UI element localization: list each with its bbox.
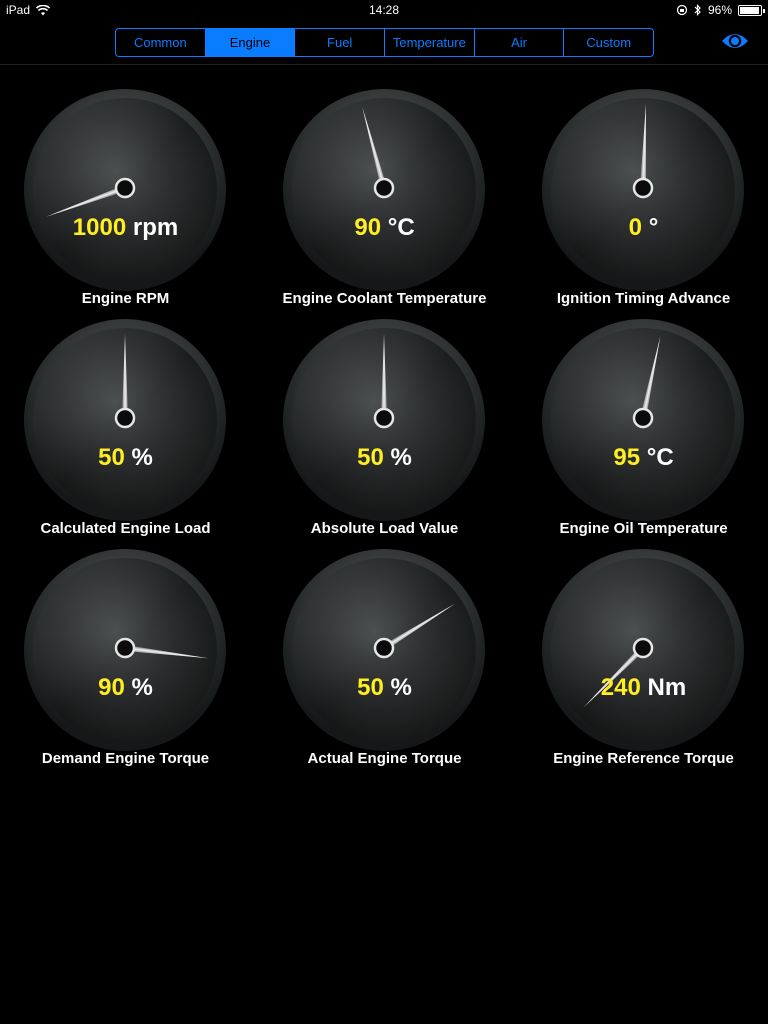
- gauge-unit: %: [131, 444, 153, 471]
- toolbar: Common Engine Fuel Temperature Air Custom: [0, 20, 768, 65]
- gauge-label: Engine Reference Torque: [553, 750, 734, 767]
- gauge-hub: [632, 637, 654, 659]
- gauge-unit: Nm: [647, 674, 687, 701]
- gauge-needle: [381, 334, 387, 418]
- tab-fuel[interactable]: Fuel: [295, 29, 386, 56]
- gauge-dial: [24, 549, 226, 751]
- gauge-unit: rpm: [132, 214, 179, 241]
- gauge-needle: [46, 185, 127, 217]
- gauge-unit: °C: [387, 214, 415, 241]
- gauge-number: 90: [354, 214, 382, 241]
- gauge-value: 1000 rpm: [0, 214, 255, 242]
- gauge-label: Engine RPM: [81, 290, 170, 307]
- gauge-value: 50 %: [0, 444, 255, 472]
- gauge-dial: [24, 89, 226, 291]
- gauge-needle: [362, 106, 387, 189]
- gauge-needle: [583, 645, 646, 708]
- battery-percent: 96%: [707, 3, 732, 17]
- gauge-calculated-engine-load[interactable]: 50 % Calculated Engine Load: [0, 316, 255, 546]
- gauge-dial: [24, 319, 226, 521]
- status-right: 96%: [676, 3, 765, 17]
- battery-icon: [738, 4, 765, 16]
- bluetooth-icon: [694, 4, 701, 16]
- gauge-needle: [124, 645, 209, 659]
- tab-engine[interactable]: Engine: [205, 29, 296, 56]
- gauge-hub: [114, 177, 136, 199]
- gauge-number: 95: [613, 444, 641, 471]
- gauge-unit: %: [390, 444, 412, 471]
- status-bar: iPad 14:28 96%: [0, 0, 768, 20]
- category-tabs: Common Engine Fuel Temperature Air Custom: [115, 28, 654, 57]
- gauge-dial: [542, 319, 744, 521]
- gauge-hub: [632, 177, 654, 199]
- gauge-value: 0 °: [514, 214, 768, 242]
- wifi-icon: [36, 4, 51, 15]
- gauge-needle: [382, 603, 456, 651]
- device-name: iPad: [6, 3, 31, 17]
- gauge-value: 90 °C: [255, 214, 514, 242]
- gauge-hub: [114, 407, 136, 429]
- gauge-hub: [373, 637, 395, 659]
- gauge-unit: %: [131, 674, 153, 701]
- gauge-engine-rpm[interactable]: 1000 rpm Engine RPM: [0, 86, 255, 316]
- gauge-dial: [283, 89, 485, 291]
- gauge-demand-engine-torque[interactable]: 90 % Demand Engine Torque: [0, 546, 255, 776]
- gauge-unit: °: [648, 214, 659, 241]
- gauge-value: 240 Nm: [514, 674, 768, 702]
- gauge-needle: [640, 104, 646, 189]
- gauge-engine-reference-torque[interactable]: 240 Nm Engine Reference Torque: [514, 546, 768, 776]
- battery-level: [740, 6, 760, 14]
- eye-icon[interactable]: [720, 29, 750, 53]
- gauge-hub: [632, 407, 654, 429]
- rotation-lock-icon: [676, 4, 688, 16]
- gauge-number: 50: [357, 444, 384, 471]
- gauge-value: 50 %: [255, 444, 514, 472]
- gauge-label: Ignition Timing Advance: [556, 290, 731, 307]
- gauge-label: Absolute Load Value: [310, 520, 459, 537]
- gauge-label: Engine Oil Temperature: [559, 520, 728, 537]
- gauge-label: Calculated Engine Load: [40, 520, 211, 537]
- status-left: iPad: [6, 3, 51, 17]
- gauge-number: 0: [628, 214, 643, 241]
- gauge-needle: [640, 335, 661, 419]
- gauge-label: Actual Engine Torque: [307, 750, 462, 767]
- gauge-number: 1000: [72, 214, 127, 241]
- gauge-number: 50: [357, 674, 384, 701]
- gauge-engine-oil-temperature[interactable]: 95 °C Engine Oil Temperature: [514, 316, 768, 546]
- gauge-number: 90: [98, 674, 125, 701]
- tab-custom[interactable]: Custom: [586, 35, 632, 50]
- tab-temperature[interactable]: Temperature: [385, 29, 475, 56]
- gauge-label: Engine Coolant Temperature: [282, 290, 487, 307]
- gauge-number: 50: [98, 444, 125, 471]
- gauge-value: 90 %: [0, 674, 255, 702]
- gauge-unit: %: [390, 674, 412, 701]
- gauge-dial: [283, 319, 485, 521]
- gauge-number: 240: [600, 674, 641, 701]
- gauge-hub: [114, 637, 136, 659]
- gauge-ignition-timing-advance[interactable]: 0 ° Ignition Timing Advance: [514, 86, 768, 316]
- gauge-engine-coolant-temperature[interactable]: 90 °C Engine Coolant Temperature: [255, 86, 514, 316]
- gauge-dial: [283, 549, 485, 751]
- gauge-hub: [373, 177, 395, 199]
- gauge-value: 50 %: [255, 674, 514, 702]
- tab-air[interactable]: Air: [475, 29, 565, 56]
- gauge-label: Demand Engine Torque: [41, 750, 210, 767]
- gauge-dial: [542, 89, 744, 291]
- gauge-unit: °C: [646, 444, 674, 471]
- status-time: 14:28: [368, 3, 400, 17]
- gauge-dial: [542, 549, 744, 751]
- gauge-absolute-load-value[interactable]: 50 % Absolute Load Value: [255, 316, 514, 546]
- gauge-actual-engine-torque[interactable]: 50 % Actual Engine Torque: [255, 546, 514, 776]
- gauge-hub: [373, 407, 395, 429]
- tab-common[interactable]: Common: [116, 29, 206, 56]
- gauge-needle: [122, 334, 128, 418]
- gauge-value: 95 °C: [514, 444, 768, 472]
